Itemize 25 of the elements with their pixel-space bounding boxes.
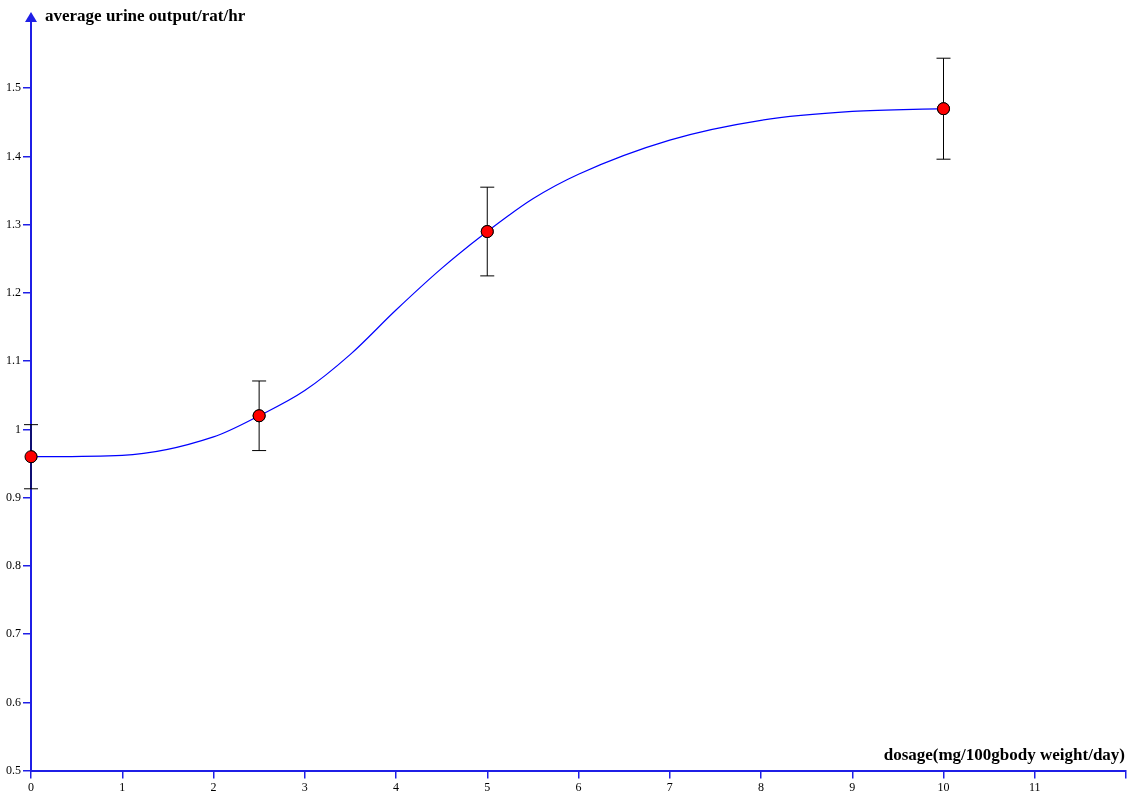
x-tick-label: 6 [575, 779, 582, 794]
x-tick-label: 1 [119, 779, 126, 794]
x-tick-label: 2 [210, 779, 217, 794]
x-tick-label: 10 [937, 779, 950, 794]
x-tick-label: 7 [666, 779, 673, 794]
x-tick-label: 9 [849, 779, 856, 794]
x-tick-label: 11 [1028, 779, 1041, 794]
y-tick-label: 0.7 [6, 626, 21, 641]
y-tick-label: 0.5 [6, 762, 21, 777]
y-axis-title: average urine output/rat/hr [45, 6, 246, 26]
x-tick-label: 3 [301, 779, 308, 794]
y-tick-label: 1.5 [6, 80, 21, 95]
y-tick-label: 0.6 [6, 694, 21, 709]
y-tick-label: 0.8 [6, 558, 21, 573]
y-tick-label: 1.1 [6, 353, 21, 368]
x-tick-label: 0 [28, 779, 34, 794]
y-tick-label: 1.4 [6, 148, 21, 163]
x-axis-title: dosage(mg/100gbody weight/day) [883, 745, 1125, 765]
y-tick-label: 0.9 [6, 489, 21, 504]
y-tick-label: 1.2 [6, 285, 21, 300]
y-tick-label: 1 [15, 421, 21, 436]
x-tick-label: 5 [484, 779, 491, 794]
y-tick-label: 1.3 [6, 216, 21, 231]
x-tick-label: 4 [393, 779, 399, 794]
x-tick-label: 8 [758, 779, 764, 794]
